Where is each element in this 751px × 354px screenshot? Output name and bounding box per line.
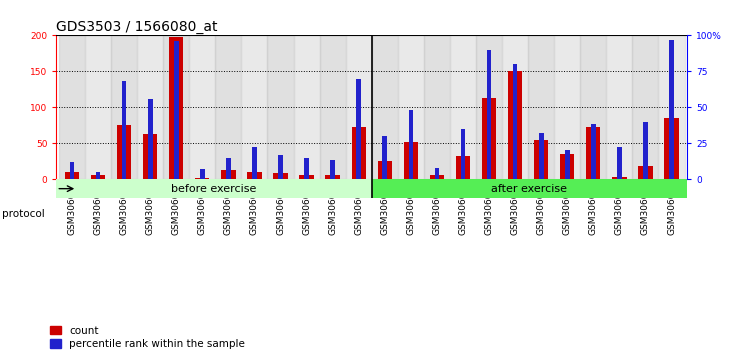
Bar <box>143 134 158 179</box>
Bar <box>222 170 236 179</box>
Bar <box>59 35 85 179</box>
Bar <box>398 35 424 179</box>
Bar <box>163 35 189 179</box>
Legend: count, percentile rank within the sample: count, percentile rank within the sample <box>50 326 245 349</box>
Bar <box>528 35 554 179</box>
Bar <box>294 35 320 179</box>
Bar <box>357 79 361 179</box>
Bar <box>659 35 685 179</box>
Bar <box>148 99 152 179</box>
Bar <box>665 118 679 179</box>
Bar <box>278 155 283 179</box>
Bar <box>508 71 522 179</box>
Bar <box>424 35 450 179</box>
Bar <box>378 161 392 179</box>
Bar <box>372 179 687 198</box>
Bar <box>409 110 413 179</box>
Bar <box>382 136 387 179</box>
Bar <box>122 81 126 179</box>
Bar <box>95 172 101 179</box>
Bar <box>320 35 345 179</box>
Bar <box>612 177 626 179</box>
Bar <box>430 176 444 179</box>
Bar <box>85 35 111 179</box>
Bar <box>487 50 491 179</box>
Bar <box>345 35 372 179</box>
Bar <box>226 158 231 179</box>
Bar <box>534 139 548 179</box>
Bar <box>174 41 179 179</box>
Bar <box>581 35 606 179</box>
Bar <box>404 142 418 179</box>
Bar <box>200 169 205 179</box>
Text: GDS3503 / 1566080_at: GDS3503 / 1566080_at <box>56 21 218 34</box>
Bar <box>643 122 648 179</box>
Bar <box>638 166 653 179</box>
Bar <box>65 172 79 179</box>
Text: before exercise: before exercise <box>171 184 257 194</box>
Bar <box>267 35 294 179</box>
Bar <box>70 162 74 179</box>
Bar <box>372 35 398 179</box>
Bar <box>137 35 163 179</box>
Bar <box>565 150 569 179</box>
Bar <box>435 167 439 179</box>
Bar <box>325 176 339 179</box>
Bar <box>538 133 544 179</box>
Bar <box>216 35 241 179</box>
Bar <box>111 35 137 179</box>
Bar <box>460 129 466 179</box>
Bar <box>252 148 257 179</box>
Bar <box>560 154 575 179</box>
Bar <box>351 127 366 179</box>
Bar <box>189 35 216 179</box>
Text: protocol: protocol <box>2 209 45 219</box>
Bar <box>91 176 105 179</box>
Bar <box>669 40 674 179</box>
Bar <box>169 37 183 179</box>
Bar <box>617 148 622 179</box>
Bar <box>476 35 502 179</box>
Bar <box>502 35 528 179</box>
Text: after exercise: after exercise <box>491 184 568 194</box>
Bar <box>586 127 601 179</box>
Bar <box>450 35 476 179</box>
Bar <box>56 179 372 198</box>
Bar <box>482 98 496 179</box>
Bar <box>304 158 309 179</box>
Bar <box>591 125 596 179</box>
Bar <box>117 125 131 179</box>
Bar <box>330 160 335 179</box>
Bar <box>241 35 267 179</box>
Bar <box>273 173 288 179</box>
Bar <box>195 178 210 179</box>
Bar <box>300 176 314 179</box>
Bar <box>513 64 517 179</box>
Bar <box>247 172 261 179</box>
Bar <box>554 35 581 179</box>
Bar <box>632 35 659 179</box>
Bar <box>456 156 470 179</box>
Bar <box>606 35 632 179</box>
